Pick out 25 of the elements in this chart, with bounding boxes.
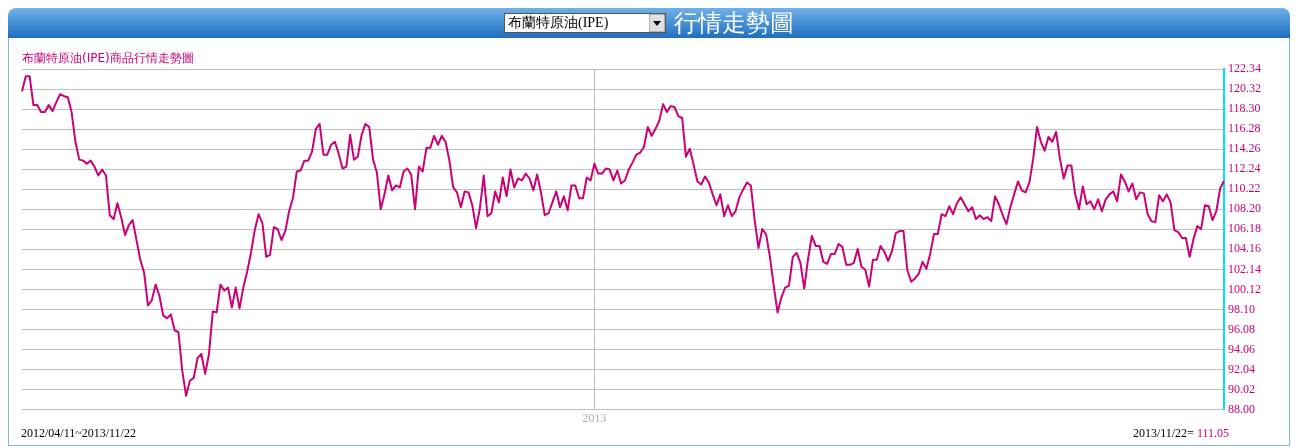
y-tick-label: 104.16 xyxy=(1228,241,1261,256)
text: 2012/04/11~2013/11/22 xyxy=(21,426,136,441)
x-tick-label: 2013 xyxy=(582,410,607,425)
y-tick-label: 92.04 xyxy=(1228,361,1255,376)
chart-title: 行情走勢圖 xyxy=(674,8,794,39)
dropdown: 布蘭特原油(IPE) xyxy=(504,13,666,33)
y-tick-label: 116.28 xyxy=(1228,121,1261,136)
y-tick-label: 114.26 xyxy=(1228,141,1261,156)
y-tick-label: 102.14 xyxy=(1228,261,1261,276)
y-tick-label: 120.32 xyxy=(1228,81,1261,96)
y-tick-label: 108.20 xyxy=(1228,201,1261,216)
y-tick-label: 96.08 xyxy=(1228,321,1255,336)
y-tick-label: 122.34 xyxy=(1228,61,1261,76)
text: 2013/11/22= xyxy=(1132,426,1194,440)
y-tick-label: 94.06 xyxy=(1228,341,1255,356)
y-tick-label: 110.22 xyxy=(1228,181,1261,196)
y-tick-label: 90.02 xyxy=(1228,381,1255,396)
y-tick-label: 100.12 xyxy=(1228,281,1261,296)
text: 111.05 xyxy=(1196,426,1229,440)
y-tick-label: 118.30 xyxy=(1228,101,1261,116)
chart-subtitle: 布蘭特原油(IPE)商品行情走勢圖 xyxy=(22,50,194,67)
y-tick-label: 112.24 xyxy=(1228,161,1261,176)
y-tick-label: 98.10 xyxy=(1228,301,1255,316)
y-tick-label: 106.18 xyxy=(1228,221,1261,236)
y-tick-label: 88.00 xyxy=(1228,401,1255,416)
